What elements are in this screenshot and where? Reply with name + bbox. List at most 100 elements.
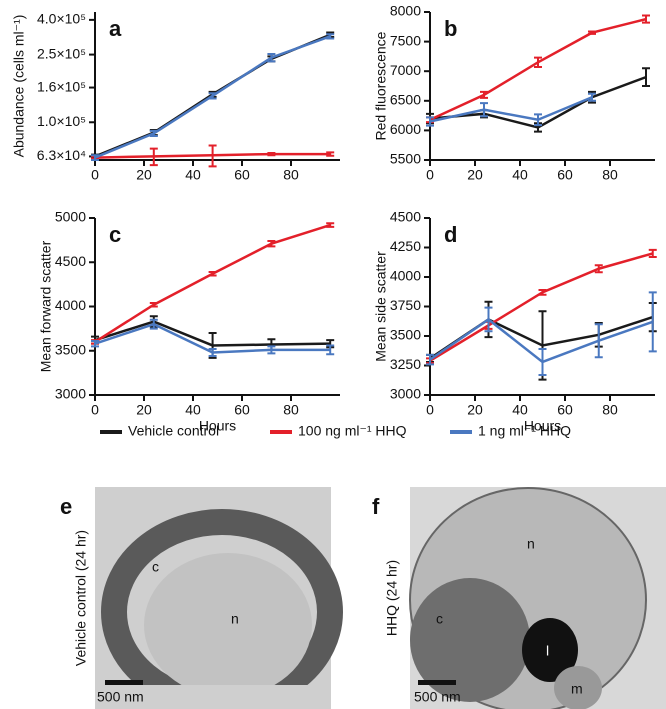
error-bar xyxy=(642,67,650,87)
panel-letter: e xyxy=(60,494,72,519)
x-tick-label: 60 xyxy=(557,167,573,183)
x-tick-label: 20 xyxy=(467,167,483,183)
y-tick-label: 4000 xyxy=(55,297,86,313)
scale-bar xyxy=(105,680,143,685)
error-bar xyxy=(484,306,493,333)
scale-bar-label: 500 nm xyxy=(414,689,461,705)
x-tick-label: 60 xyxy=(234,402,250,418)
panel-letter: d xyxy=(444,222,457,247)
error-bar xyxy=(149,147,158,167)
y-tick-label: 4250 xyxy=(390,238,421,254)
panel-letter: b xyxy=(444,16,457,41)
error-bar xyxy=(208,92,217,100)
y-tick-label: 3500 xyxy=(390,327,421,343)
error-bar xyxy=(588,30,596,35)
y-tick-label: 3750 xyxy=(390,297,421,313)
y-tick-label: 4.0×10⁵ xyxy=(37,11,86,27)
x-tick-label: 0 xyxy=(91,402,99,418)
y-tick-label: 2.5×10⁵ xyxy=(37,45,86,61)
error-bar xyxy=(208,347,217,358)
error-bar xyxy=(267,53,276,63)
x-tick-label: 80 xyxy=(602,167,618,183)
series-line xyxy=(429,17,647,121)
image-label: c xyxy=(152,559,159,575)
x-tick-label: 80 xyxy=(283,167,299,183)
error-bar xyxy=(267,240,276,248)
error-bar xyxy=(426,116,434,127)
y-tick-label: 4500 xyxy=(55,253,86,269)
panel-letter: f xyxy=(372,494,380,519)
x-tick-label: 20 xyxy=(136,167,152,183)
error-bar xyxy=(594,264,603,274)
image-label: n xyxy=(527,536,535,552)
error-bar xyxy=(648,291,657,353)
y-axis-label: Mean side scatter xyxy=(373,251,389,362)
y-tick-label: 3000 xyxy=(55,386,86,402)
x-tick-label: 40 xyxy=(185,167,201,183)
x-tick-label: 0 xyxy=(426,402,434,418)
y-tick-label: 7500 xyxy=(390,32,421,48)
x-axis-label: Hours xyxy=(199,418,236,434)
error-bar xyxy=(326,344,335,356)
y-axis-label: Mean forward scatter xyxy=(38,240,54,372)
axis xyxy=(94,12,340,161)
lipid-body xyxy=(522,618,578,682)
y-tick-label: 1.6×10⁵ xyxy=(37,78,86,94)
scale-bar-label: 500 nm xyxy=(97,689,144,705)
y-axis-label: Red fluorescence xyxy=(373,31,389,140)
error-bar xyxy=(588,92,596,102)
panel-letter: a xyxy=(109,16,122,41)
y-tick-label: 3500 xyxy=(55,341,86,357)
mitochondrion xyxy=(554,666,602,709)
y-tick-label: 7000 xyxy=(390,62,421,78)
error-bar xyxy=(149,301,158,308)
image-label: m xyxy=(571,681,583,697)
y-tick-label: 6000 xyxy=(390,121,421,137)
legend-label: Vehicle control xyxy=(128,423,219,439)
y-tick-label: 4500 xyxy=(390,209,421,225)
x-tick-label: 40 xyxy=(185,402,201,418)
error-bar xyxy=(91,154,99,161)
axis xyxy=(94,218,340,396)
error-bar xyxy=(326,222,335,228)
y-tick-label: 1.0×10⁵ xyxy=(37,113,86,129)
error-bar xyxy=(208,144,217,168)
y-tick-label: 8000 xyxy=(390,3,421,19)
y-tick-label: 3250 xyxy=(390,356,421,372)
error-bar xyxy=(426,353,434,366)
error-bar xyxy=(326,33,335,40)
scale-bar xyxy=(418,680,456,685)
error-bar xyxy=(594,323,603,359)
error-bar xyxy=(149,318,158,330)
error-bar xyxy=(480,102,488,118)
x-tick-label: 0 xyxy=(91,167,99,183)
series-line xyxy=(429,96,593,123)
error-bar xyxy=(267,345,276,355)
image-label: l xyxy=(546,643,549,659)
y-tick-label: 4000 xyxy=(390,268,421,284)
error-bar xyxy=(538,347,547,376)
x-tick-label: 20 xyxy=(467,402,483,418)
y-tick-label: 6.3×10⁴ xyxy=(37,147,86,163)
legend-label: 1 ng ml⁻¹ HHQ xyxy=(478,423,571,439)
y-axis-label: Abundance (cells ml⁻¹) xyxy=(11,15,27,158)
error-bar xyxy=(208,270,217,277)
series-line xyxy=(94,223,331,343)
error-bar xyxy=(480,90,488,99)
image-label: c xyxy=(436,611,443,627)
error-bar xyxy=(149,129,158,138)
error-bar xyxy=(538,288,547,296)
panel-letter: c xyxy=(109,222,121,247)
x-tick-label: 80 xyxy=(283,402,299,418)
x-tick-label: 80 xyxy=(602,402,618,418)
error-bar xyxy=(648,248,657,258)
x-tick-label: 40 xyxy=(512,167,528,183)
error-bar xyxy=(642,14,650,24)
error-bar xyxy=(534,113,542,127)
image-caption: HHQ (24 hr) xyxy=(384,560,400,636)
x-tick-label: 60 xyxy=(234,167,250,183)
y-tick-label: 5000 xyxy=(55,209,86,225)
x-tick-label: 0 xyxy=(426,167,434,183)
